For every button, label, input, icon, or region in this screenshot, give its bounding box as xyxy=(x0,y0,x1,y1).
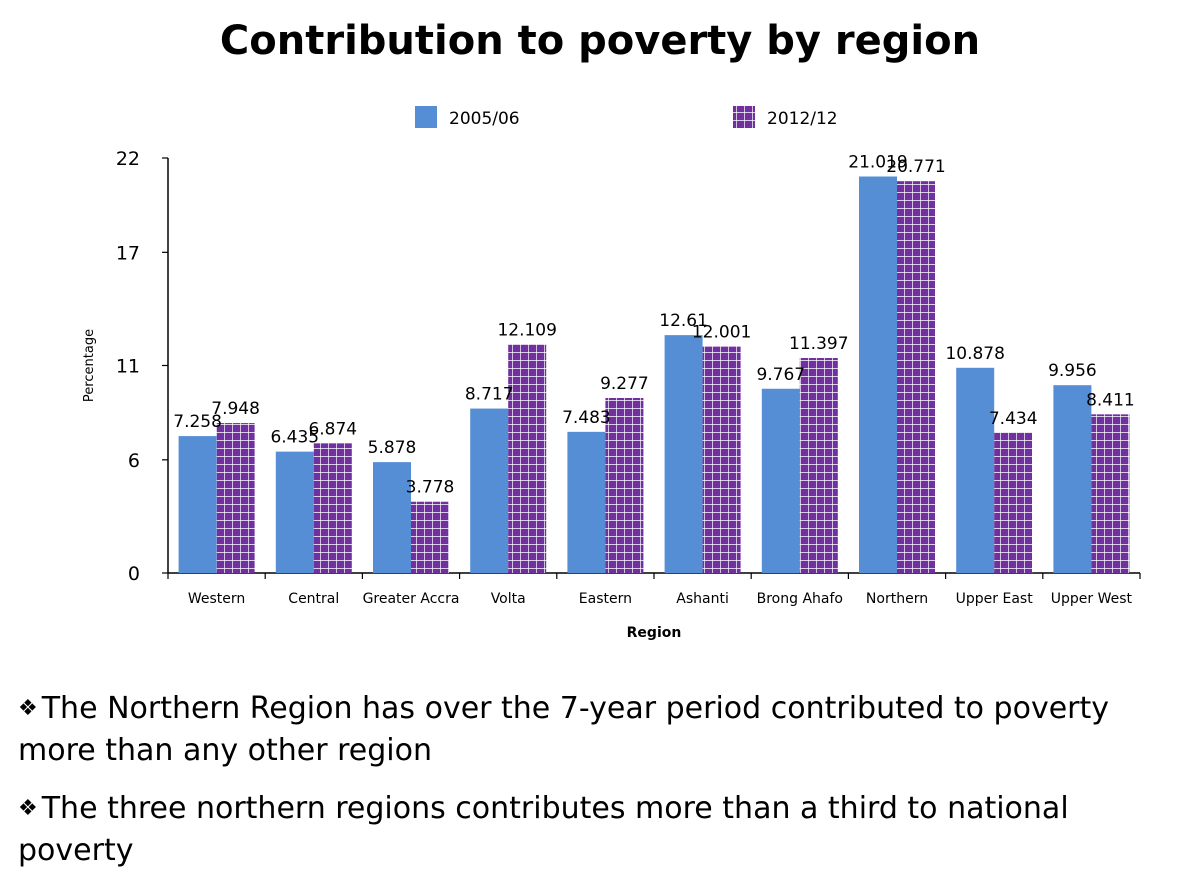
chart-legend: 2005/06 2012/12 xyxy=(415,106,838,129)
x-tick-label: Northern xyxy=(866,591,928,607)
data-label: 12.61 xyxy=(659,311,708,331)
diamond-bullet-icon: ❖ xyxy=(18,796,38,821)
bar xyxy=(761,388,800,573)
x-axis-title: Region xyxy=(627,625,682,641)
legend-swatch xyxy=(733,106,755,128)
data-label: 5.878 xyxy=(368,438,417,458)
bar xyxy=(470,408,509,573)
data-label: 20.771 xyxy=(886,157,945,177)
data-label: 3.778 xyxy=(406,478,455,498)
bar xyxy=(508,344,547,573)
x-tick-label: Volta xyxy=(491,591,526,607)
data-label: 10.878 xyxy=(945,344,1004,364)
x-tick-label: Brong Ahafo xyxy=(757,591,843,607)
data-label: 8.411 xyxy=(1086,390,1135,410)
data-label: 9.277 xyxy=(600,374,649,394)
data-label: 6.874 xyxy=(308,419,357,439)
data-label: 12.001 xyxy=(692,323,751,343)
bar xyxy=(567,431,606,573)
bar xyxy=(411,501,449,573)
data-label: 9.767 xyxy=(756,365,805,385)
bar xyxy=(178,436,217,573)
bar xyxy=(313,443,352,573)
bullet-item: ❖ The three northern regions contributes … xyxy=(18,788,1188,872)
x-tick-label: Western xyxy=(188,591,245,607)
y-tick-label: 17 xyxy=(116,242,140,264)
chart-bars xyxy=(178,176,1130,573)
bar-chart: 2005/06 2012/12 0 6 11 17 22 Western Central Gre… xyxy=(82,106,1141,641)
data-label: 11.397 xyxy=(789,334,848,354)
page-title: Contribution to poverty by region xyxy=(219,18,981,64)
data-label: 6.435 xyxy=(270,428,319,448)
bullet-list: ❖ The Northern Region has over the 7-year… xyxy=(18,688,1188,888)
x-tick-label: Greater Accra xyxy=(363,591,460,607)
y-axis-title: Percentage xyxy=(82,329,97,402)
bar xyxy=(605,398,644,573)
bar xyxy=(275,451,314,573)
data-label: 7.258 xyxy=(173,412,222,432)
chart-data-labels: 7.258 6.435 5.878 8.717 7.483 12.61 9.767 21.01… xyxy=(173,153,1134,498)
y-tick-label: 0 xyxy=(128,563,140,585)
y-tick-label: 11 xyxy=(116,356,140,378)
data-label: 7.948 xyxy=(211,399,260,419)
bar xyxy=(664,335,703,573)
bar xyxy=(897,181,935,573)
bar xyxy=(702,346,741,573)
x-tick-label: Eastern xyxy=(579,591,632,607)
data-label: 12.109 xyxy=(497,321,556,341)
legend-label: 2005/06 xyxy=(449,109,520,129)
bar xyxy=(799,358,838,573)
data-label: 7.434 xyxy=(989,409,1038,429)
bullet-item: ❖ The Northern Region has over the 7-year… xyxy=(18,688,1188,772)
bullet-text: The three northern regions contributes m… xyxy=(18,791,1069,868)
data-label: 9.956 xyxy=(1048,361,1097,381)
chart-axes: 0 6 11 17 22 Western Central Greater Accra Volta… xyxy=(82,148,1141,641)
bar xyxy=(216,423,255,573)
x-tick-label: Upper East xyxy=(956,591,1034,607)
x-tick-label: Ashanti xyxy=(676,591,729,607)
x-tick-label: Upper West xyxy=(1051,591,1133,607)
bar xyxy=(1053,385,1092,573)
bar xyxy=(859,176,897,573)
diamond-bullet-icon: ❖ xyxy=(18,696,38,721)
y-tick-label: 6 xyxy=(128,450,140,472)
data-label: 21.019 xyxy=(848,153,907,173)
data-label: 8.717 xyxy=(465,385,514,405)
bar xyxy=(1091,414,1130,573)
y-tick-label: 22 xyxy=(116,148,140,170)
legend-label: 2012/12 xyxy=(767,109,838,129)
bar xyxy=(994,432,1033,573)
legend-swatch xyxy=(415,106,437,128)
x-tick-label: Central xyxy=(288,591,339,607)
bar xyxy=(373,462,411,573)
bar xyxy=(956,367,995,573)
data-label: 7.483 xyxy=(562,408,611,428)
bullet-text: The Northern Region has over the 7-year … xyxy=(18,691,1110,768)
